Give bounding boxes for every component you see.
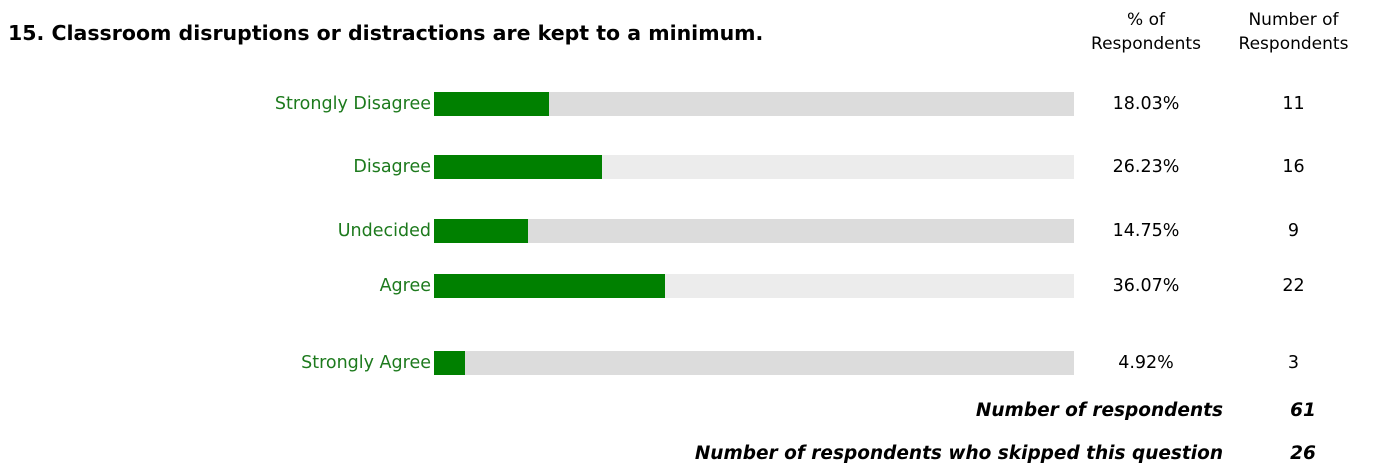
category-label: Strongly Disagree	[274, 94, 431, 114]
bar-track	[434, 92, 1074, 116]
percent-column-header: % of Respondents	[1080, 8, 1212, 56]
percent-value: 36.07%	[1112, 276, 1180, 296]
question-title: 15. Classroom disruptions or distraction…	[8, 21, 764, 45]
bar-track	[434, 155, 1074, 179]
bar	[434, 92, 550, 116]
response-row: Strongly Disagree 18.03% 11	[0, 91, 1380, 117]
percent-value: 18.03%	[1112, 94, 1180, 114]
skipped-count-value: 26	[1290, 443, 1316, 464]
response-row: Undecided 14.75% 9	[0, 218, 1380, 244]
respondents-total-label: Number of respondents	[975, 400, 1223, 421]
count-value: 11	[1282, 94, 1305, 114]
bar	[434, 155, 602, 179]
response-row: Agree 36.07% 22	[0, 273, 1380, 299]
respondents-total-value: 61	[1290, 400, 1316, 421]
category-label: Disagree	[353, 157, 431, 177]
bar	[434, 274, 665, 298]
number-column-header: Number of Respondents	[1213, 8, 1374, 56]
percent-value: 26.23%	[1112, 157, 1180, 177]
count-value: 22	[1282, 276, 1305, 296]
bar-track	[434, 274, 1074, 298]
category-label: Agree	[379, 276, 431, 296]
count-value: 3	[1287, 353, 1300, 373]
skipped-count-label: Number of respondents who skipped this q…	[694, 443, 1223, 464]
response-row: Strongly Agree 4.92% 3	[0, 350, 1380, 376]
count-value: 9	[1287, 221, 1300, 241]
number-header-line2: Respondents	[1238, 34, 1349, 54]
percent-value: 14.75%	[1112, 221, 1180, 241]
count-value: 16	[1282, 157, 1305, 177]
bar	[434, 351, 466, 375]
category-label: Undecided	[337, 221, 431, 241]
percent-value: 4.92%	[1118, 353, 1174, 373]
bar	[434, 219, 529, 243]
percent-header-line2: Respondents	[1091, 34, 1201, 54]
bar-track	[434, 351, 1074, 375]
percent-header-line1: % of	[1127, 10, 1165, 30]
number-header-line1: Number of	[1248, 10, 1339, 30]
category-label: Strongly Agree	[301, 353, 431, 373]
bar-track	[434, 219, 1074, 243]
response-row: Disagree 26.23% 16	[0, 154, 1380, 180]
